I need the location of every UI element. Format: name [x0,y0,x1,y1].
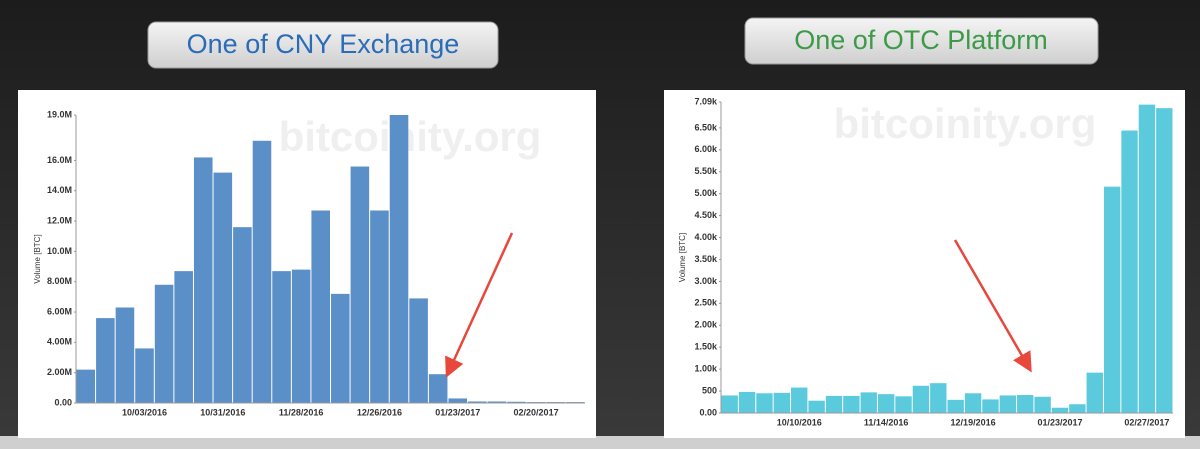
bar [947,399,964,413]
x-tick-label: 10/10/2016 [777,417,822,427]
y-tick-label: 500 [702,385,717,395]
bar [843,395,860,413]
x-tick-label: 02/20/2017 [514,407,559,417]
bottom-strip [0,436,1200,449]
bar [115,307,135,403]
bar [448,398,468,403]
bar [135,348,154,403]
y-tick-label: 4.00M [47,337,72,347]
bar [507,401,526,403]
chart-title: One of CNY Exchange [187,29,460,59]
bar [773,392,791,413]
y-tick-label: 8.00M [47,276,72,286]
y-tick-label: 0.00 [699,407,717,417]
bar [213,172,233,403]
bar [1034,396,1051,413]
bar [1156,108,1173,413]
y-tick-label: 4.00k [694,232,718,242]
arrow [445,232,514,378]
x-tick-label: 01/23/2017 [435,407,480,417]
title-button [744,17,1099,65]
bar [895,396,912,413]
y-tick-label: 12.0M [47,215,72,225]
bar [756,393,773,413]
bar [1069,404,1086,413]
charts: Volume [BTC] 0.00 2.00M 4.00M 6.00M 8.00M 10.0… [33,96,1173,427]
bar [1138,104,1156,414]
bar [912,385,930,413]
bar [825,395,843,413]
y-tick-label: 1.50k [694,342,718,352]
y-tick-label: 14.0M [47,185,72,195]
bar [233,227,252,403]
arrow [953,239,1032,373]
bar [1121,130,1138,413]
bar [154,284,174,403]
bar [272,271,291,403]
bar [1086,372,1103,413]
y-tick-label: 3.50k [694,254,718,264]
x-tick-label: 11/28/2016 [279,407,324,417]
bar [487,401,507,403]
bar [252,140,272,403]
y-tick-label: 6.00M [47,306,72,316]
y-tick-label: 5.50k [694,166,718,176]
bar [193,157,213,403]
bar [291,269,311,403]
y-axis-label: Volume [BTC] [33,234,42,283]
bar [76,369,96,403]
bar [331,293,350,403]
bar [808,400,825,413]
y-tick-label: 2.50k [694,298,718,308]
bar [721,395,738,413]
bar [1051,407,1069,413]
bar [791,387,808,413]
bar [964,393,982,413]
bar [428,374,448,403]
bar [982,399,999,413]
y-tick-label: 5.00k [694,188,718,198]
bar [96,318,115,403]
bar [930,383,947,413]
bar [350,166,370,403]
y-tick-label: 19.0M [47,109,72,119]
x-tick-label: 11/14/2016 [864,417,909,427]
y-axis-label: Volume [BTC] [678,233,687,282]
bar [468,401,487,403]
bar [311,210,330,403]
y-tick-label: 0.00 [54,397,72,407]
chart-title: One of OTC Platform [794,25,1048,55]
y-tick-label: 4.50k [694,210,718,220]
bar [860,392,877,413]
x-tick-label: 10/31/2016 [200,407,245,417]
y-tick-label: 3.00k [694,276,718,286]
bar [174,271,193,403]
bar [1017,395,1034,413]
bar [877,394,895,413]
y-tick-label: 7.09k [694,96,718,106]
y-tick-label: 6.50k [694,122,718,132]
bar [738,391,756,413]
x-tick-label: 02/27/2017 [1124,417,1169,427]
x-tick-label: 12/26/2016 [357,407,402,417]
y-tick-label: 2.00M [47,367,72,377]
x-tick-label: 01/23/2017 [1037,417,1082,427]
y-tick-label: 10.0M [47,246,72,256]
y-tick-label: 6.00k [694,144,718,154]
y-tick-label: 16.0M [47,155,72,165]
title-button [147,21,499,69]
y-tick-label: 2.00k [694,320,718,330]
bar [370,210,389,403]
bar [409,298,428,403]
watermark: bitcoinity.org [834,100,1097,147]
watermark: bitcoinity.org [279,113,542,160]
x-tick-label: 10/03/2016 [122,407,167,417]
y-tick-label: 1.00k [694,364,718,374]
bar [1103,186,1121,413]
bar [389,115,409,403]
bar [999,395,1017,413]
x-tick-label: 12/19/2016 [951,417,996,427]
